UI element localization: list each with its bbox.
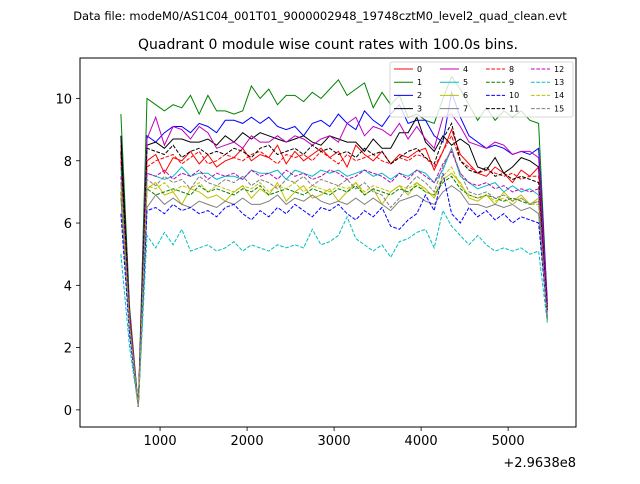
series-line-7: [120, 185, 548, 407]
legend-label-0: 0: [417, 65, 422, 74]
legend-label-1: 1: [417, 78, 422, 87]
x-tick-label-5000: 5000: [492, 434, 525, 449]
series-line-2: [120, 90, 548, 407]
axes-layer: 1000 2000 3000 4000 5000 0 2 4 6 8 10: [55, 92, 524, 449]
series-line-14: [120, 166, 548, 407]
series-line-1: [120, 75, 548, 407]
y-tick-label-2: 2: [64, 342, 72, 357]
legend-label-10: 10: [509, 91, 519, 100]
series-line-6: [120, 172, 548, 407]
x-offset-label: +2.9638e8: [503, 456, 576, 471]
y-tick-label-10: 10: [55, 92, 72, 107]
y-tick-label-0: 0: [64, 404, 72, 419]
legend-label-15: 15: [554, 104, 564, 113]
y-tick-label-6: 6: [64, 217, 72, 232]
y-tick-label-8: 8: [64, 155, 72, 170]
legend-label-12: 12: [554, 65, 564, 74]
legend-label-8: 8: [509, 65, 514, 74]
legend-label-14: 14: [554, 91, 564, 100]
series-line-10: [120, 173, 548, 407]
legend-label-13: 13: [554, 78, 564, 87]
chart-title: Quadrant 0 module wise count rates with …: [138, 37, 518, 53]
legend-label-4: 4: [463, 65, 468, 74]
legend-label-3: 3: [417, 104, 422, 113]
series-line-15: [120, 146, 548, 407]
x-tick-label-4000: 4000: [405, 434, 438, 449]
x-tick-label-1000: 1000: [144, 434, 177, 449]
plot-frame: [79, 57, 577, 428]
series-line-12: [120, 150, 548, 407]
series-line-3: [120, 115, 548, 407]
legend-label-2: 2: [417, 91, 422, 100]
x-tick-label-3000: 3000: [318, 434, 351, 449]
legend-label-9: 9: [509, 78, 514, 87]
legend-box: [389, 61, 574, 118]
legend-label-7: 7: [463, 104, 468, 113]
legend-label-11: 11: [509, 104, 519, 113]
legend-label-5: 5: [463, 78, 468, 87]
series-layer: [120, 75, 548, 407]
series-line-9: [120, 175, 548, 407]
series-line-4: [120, 113, 548, 407]
series-line-13: [120, 209, 548, 407]
legend-label-6: 6: [463, 91, 468, 100]
x-tick-label-2000: 2000: [231, 434, 264, 449]
series-line-11: [120, 122, 548, 407]
file-suptitle: Data file: modeM0/AS1C04_001T01_90000029…: [73, 9, 567, 23]
y-tick-label-4: 4: [64, 279, 72, 294]
